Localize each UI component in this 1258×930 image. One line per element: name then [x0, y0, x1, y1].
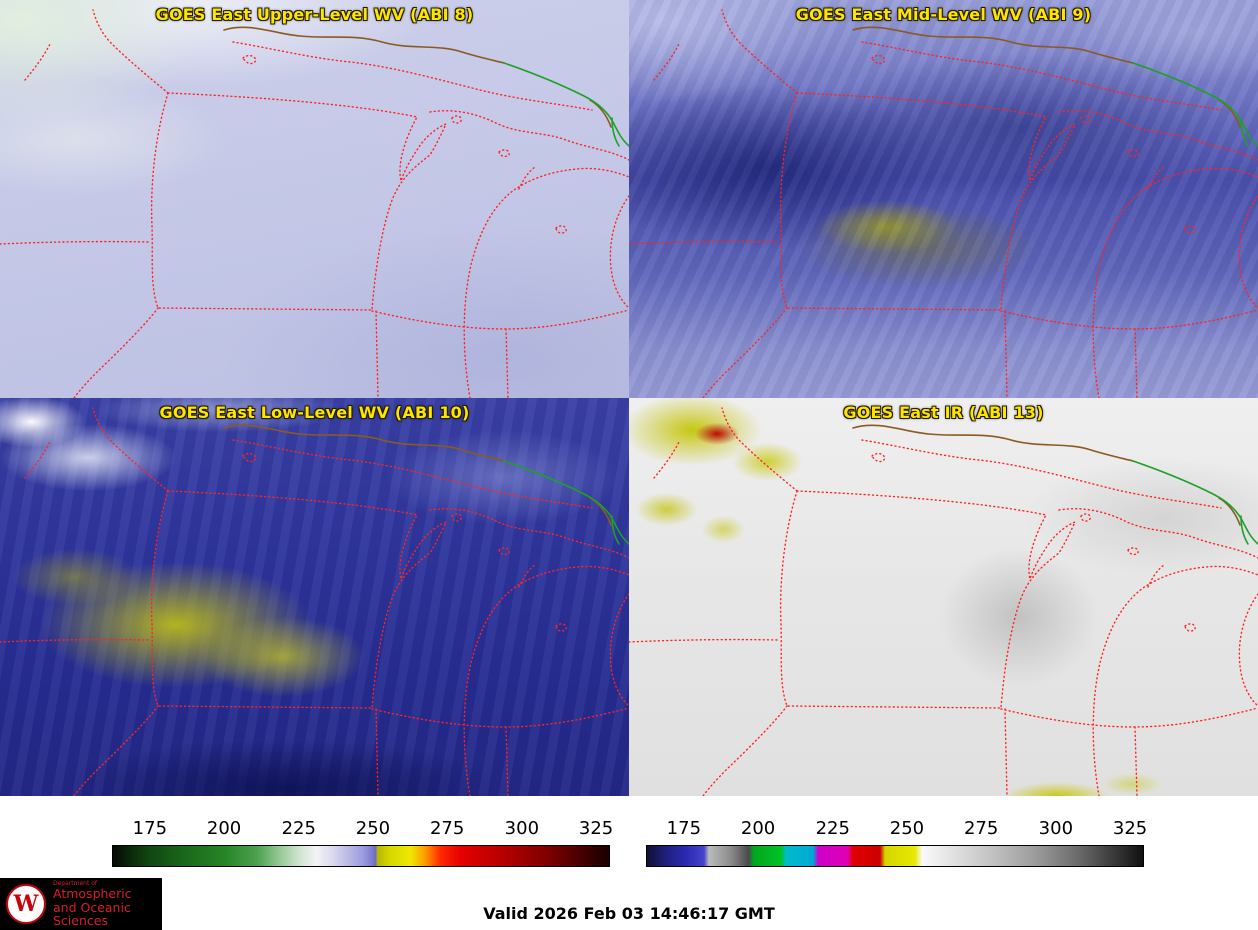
- valid-timestamp: Valid 2026 Feb 03 14:46:17 GMT: [483, 904, 775, 923]
- wv-colorbar-gradient: [112, 845, 610, 867]
- tick-label: 175: [132, 818, 168, 839]
- tick-label: 250: [355, 818, 391, 839]
- tick-label: 250: [889, 818, 925, 839]
- panel-title-abi8: GOES East Upper-Level WV (ABI 8): [155, 5, 474, 24]
- uw-aos-logo: W Department of Atmospheric and Oceanic …: [0, 878, 162, 930]
- tick-label: 325: [1112, 818, 1148, 839]
- logo-text: Department of Atmospheric and Oceanic Sc…: [53, 880, 156, 928]
- tick-label: 275: [429, 818, 465, 839]
- map-overlay: [0, 9, 629, 398]
- logo-department: Department of: [53, 880, 97, 888]
- tick-label: 200: [740, 818, 776, 839]
- tick-label: 325: [578, 818, 614, 839]
- tick-label: 300: [1038, 818, 1074, 839]
- colorbar-region: 175 200 225 250 275 300 325 175 200 225 …: [0, 796, 1258, 878]
- panel-grid: GOES East Upper-Level WV (ABI 8) GOES Ea…: [0, 0, 1258, 796]
- logo-line1: Atmospheric: [53, 886, 132, 902]
- panel-low-level-wv: GOES East Low-Level WV (ABI 10): [0, 398, 629, 796]
- tick-label: 275: [963, 818, 999, 839]
- panel-title-abi10: GOES East Low-Level WV (ABI 10): [159, 403, 470, 422]
- panel-title-abi9: GOES East Mid-Level WV (ABI 9): [795, 5, 1092, 24]
- wv-colorbar: 175 200 225 250 275 300 325: [112, 818, 614, 867]
- panel-title-abi13: GOES East IR (ABI 13): [843, 403, 1044, 422]
- map-overlay: [629, 407, 1258, 796]
- ir-colorbar: 175 200 225 250 275 300 325: [646, 818, 1148, 867]
- wv-colorbar-ticks: 175 200 225 250 275 300 325: [112, 818, 614, 845]
- map-overlay: [629, 9, 1258, 398]
- tick-label: 225: [281, 818, 316, 839]
- panel-upper-level-wv: GOES East Upper-Level WV (ABI 8): [0, 0, 629, 398]
- ir-colorbar-gradient: [646, 845, 1144, 867]
- tick-label: 225: [815, 818, 850, 839]
- panel-mid-level-wv: GOES East Mid-Level WV (ABI 9): [629, 0, 1258, 398]
- ir-colorbar-ticks: 175 200 225 250 275 300 325: [646, 818, 1148, 845]
- map-overlay: [0, 407, 629, 796]
- tick-label: 200: [206, 818, 242, 839]
- uw-crest-icon: W: [6, 884, 46, 924]
- tick-label: 175: [666, 818, 702, 839]
- logo-line2: and Oceanic Sciences: [53, 899, 131, 928]
- tick-label: 300: [504, 818, 540, 839]
- panel-ir: GOES East IR (ABI 13): [629, 398, 1258, 796]
